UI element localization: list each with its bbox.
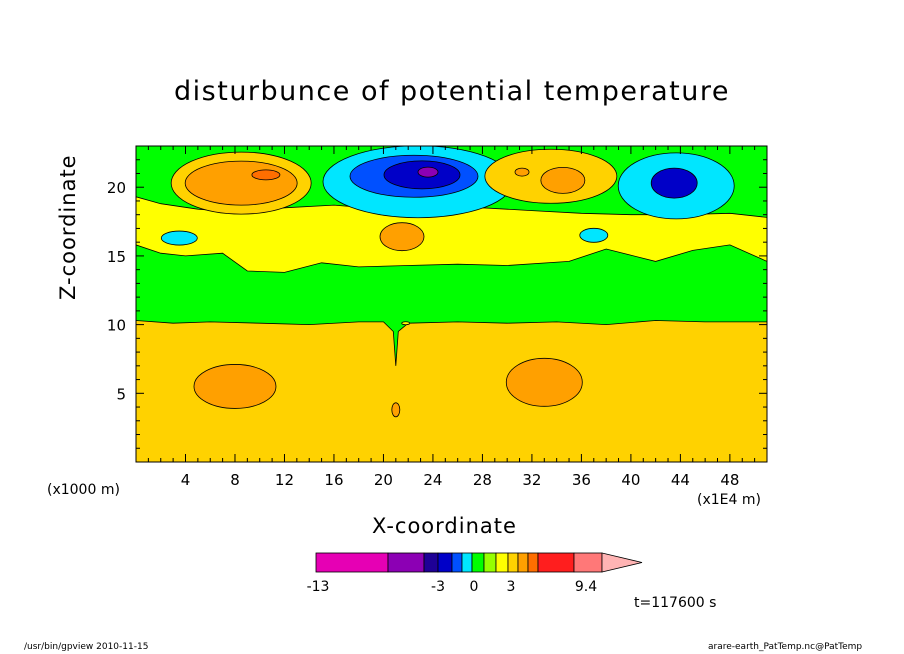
region-warm-drop [391, 402, 401, 418]
x-tick-label: 28 [473, 471, 492, 489]
x-axis-unit: (x1E4 m) [697, 492, 761, 508]
colorbar-tick-label: 9.4 [575, 579, 597, 595]
region-warm-cell-upper-1-mid [184, 160, 298, 206]
y-tick-label: 20 [107, 179, 126, 197]
colorbar-tick-label: -13 [307, 579, 330, 595]
region-warm-spot-mid [379, 222, 425, 252]
chart-title: disturbunce of potential temperature [174, 76, 730, 107]
x-tick-label: 44 [671, 471, 690, 489]
colorbar-tick-label: 0 [470, 579, 479, 595]
x-tick-label: 32 [522, 471, 541, 489]
x-tick-label: 48 [720, 471, 739, 489]
colorbar-bin [437, 552, 453, 573]
plot-frame [135, 145, 768, 463]
colorbar-bin [423, 552, 439, 573]
colorbar-bin [507, 552, 519, 573]
x-axis-label: X-coordinate [372, 514, 517, 538]
contour-field [136, 146, 767, 462]
y-axis-label: Z-coordinate [56, 154, 80, 300]
y-tick-label: 10 [107, 317, 126, 335]
region-warm-blob-lower-right [505, 357, 583, 407]
region-cold-spot-left [160, 230, 198, 246]
region-warm-cell-upper-3-spot [514, 167, 530, 177]
region-cold-cell-upper-4-core [650, 167, 698, 199]
colorbar-bin [471, 552, 485, 573]
x-tick-label: 20 [374, 471, 393, 489]
colorbar-bin [387, 552, 425, 573]
time-label: t=117600 s [634, 595, 717, 611]
region-warm-cell-upper-1-core [251, 169, 281, 181]
colorbar-bin [517, 552, 529, 573]
region-cold-cell-upper-2-core [417, 166, 439, 178]
x-tick-label: 8 [230, 471, 240, 489]
colorbar-bin [573, 552, 603, 573]
colorbar-tick-label: -3 [431, 579, 445, 595]
region-warm-blob-lower-left [193, 364, 277, 409]
footer-program-date: /usr/bin/gpview 2010-11-15 [24, 642, 149, 652]
x-tick-label: 16 [324, 471, 343, 489]
colorbar-extend-arrow [601, 552, 643, 573]
colorbar-bin [495, 552, 509, 573]
colorbar-bin [451, 552, 463, 573]
colorbar-bin [461, 552, 473, 573]
colorbar-bin [527, 552, 539, 573]
x-tick-label: 36 [572, 471, 591, 489]
x-tick-label: 12 [275, 471, 294, 489]
y-tick-label: 15 [107, 248, 126, 266]
x-tick-label: 24 [423, 471, 442, 489]
region-warm-cell-upper-3-core [540, 166, 586, 194]
x-tick-label: 40 [621, 471, 640, 489]
colorbar-bin [537, 552, 575, 573]
x-tick-label: 4 [181, 471, 191, 489]
colorbar-bin [315, 552, 389, 573]
colorbar-bin [483, 552, 497, 573]
colorbar-tick-label: 3 [507, 579, 516, 595]
y-axis-unit: (x1000 m) [47, 482, 120, 498]
region-small-ring [401, 321, 411, 326]
y-tick-label: 5 [116, 385, 126, 403]
region-cold-spot-right [579, 227, 609, 243]
footer-file-variable: arare-earth_PatTemp.nc@PatTemp [708, 642, 863, 652]
